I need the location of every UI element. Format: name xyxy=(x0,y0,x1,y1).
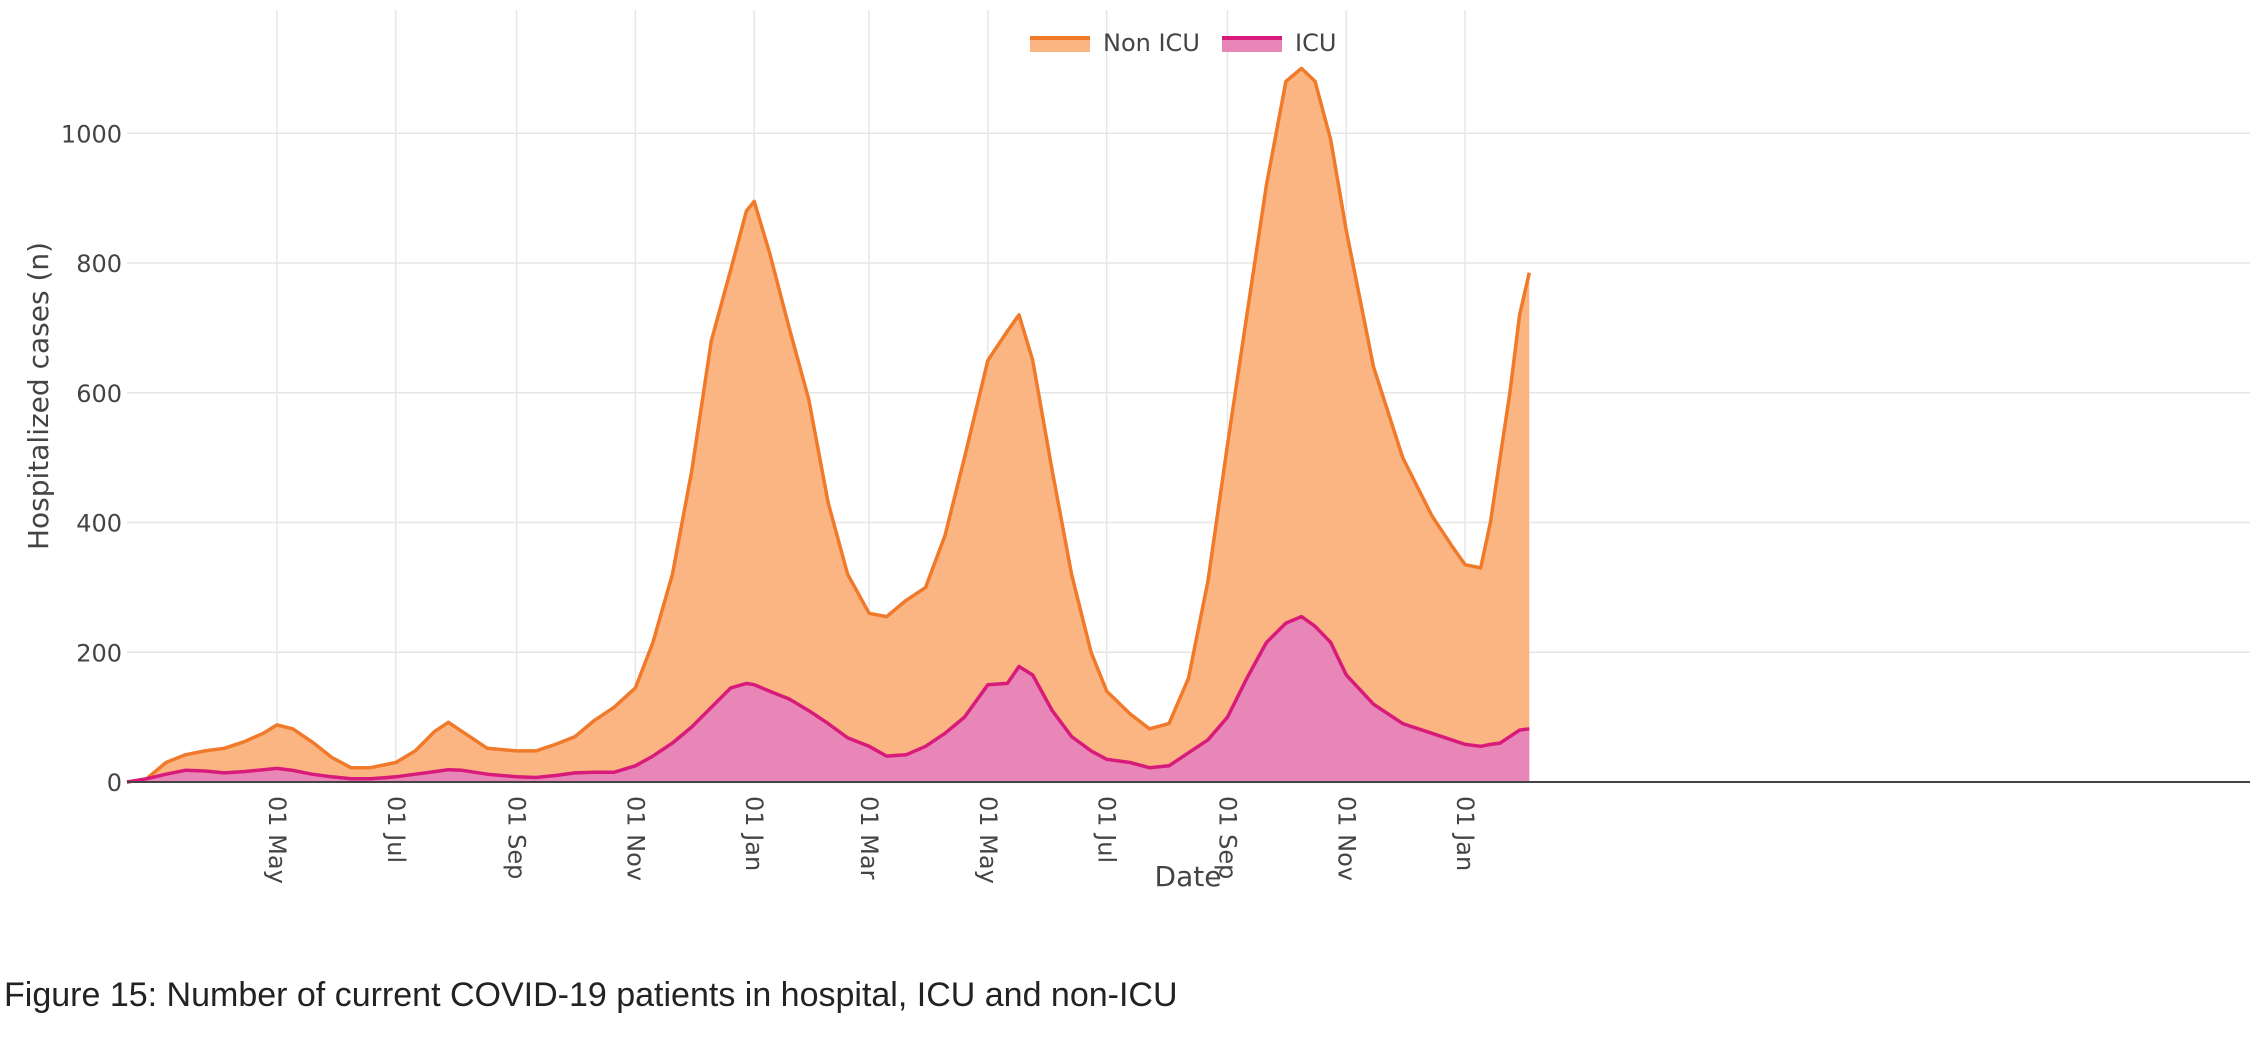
plot-areas xyxy=(127,68,1530,782)
x-axis-title: Date xyxy=(1155,860,1222,893)
y-tick-label: 0 xyxy=(107,769,122,797)
chart: 0 200 400 600 800 1000 01 May 01 Jul 01 Sep 01 N… xyxy=(22,10,2250,893)
legend-swatch-fill xyxy=(1222,38,1282,52)
x-tick-label: 01 Jan xyxy=(740,796,768,871)
non-icu-line[interactable] xyxy=(126,66,1532,784)
grid xyxy=(127,10,2250,782)
non-icu-area xyxy=(127,68,1530,782)
plot-lines xyxy=(126,66,1532,784)
x-tick-label: 01 Nov xyxy=(621,796,649,881)
x-tick-label: 01 Sep xyxy=(1213,796,1241,879)
legend-label: ICU xyxy=(1295,29,1336,57)
legend-label: Non ICU xyxy=(1103,29,1200,57)
x-tick-labels: 01 May 01 Jul 01 Sep 01 Nov 01 Jan 01 Mar 01 M… xyxy=(263,796,1479,884)
legend[interactable]: Non ICU ICU xyxy=(1030,29,1336,57)
figure-caption: Figure 15: Number of current COVID-19 pa… xyxy=(4,976,1178,1014)
x-tick-label: 01 May xyxy=(974,796,1002,884)
x-tick-label: 01 Jul xyxy=(1093,796,1121,863)
icu-area xyxy=(127,616,1530,782)
x-tick-label: 01 May xyxy=(263,796,291,884)
x-tick-label: 01 Jul xyxy=(382,796,410,863)
y-tick-label: 1000 xyxy=(61,120,122,148)
x-tick-label: 01 Mar xyxy=(855,796,883,880)
y-tick-label: 600 xyxy=(76,380,122,408)
y-tick-label: 800 xyxy=(76,250,122,278)
x-tick-label: 01 Jan xyxy=(1451,796,1479,871)
y-tick-label: 200 xyxy=(76,639,122,667)
y-axis-title: Hospitalized cases (n) xyxy=(22,242,55,550)
legend-item-icu[interactable]: ICU xyxy=(1222,29,1336,57)
x-tick-label: 01 Nov xyxy=(1332,796,1360,881)
y-tick-label: 400 xyxy=(76,510,122,538)
legend-swatch-fill xyxy=(1030,38,1090,52)
legend-item-non-icu[interactable]: Non ICU xyxy=(1030,29,1200,57)
x-tick-label: 01 Sep xyxy=(503,796,531,879)
icu-line[interactable] xyxy=(126,614,1530,784)
y-tick-labels: 0 200 400 600 800 1000 xyxy=(61,120,122,797)
